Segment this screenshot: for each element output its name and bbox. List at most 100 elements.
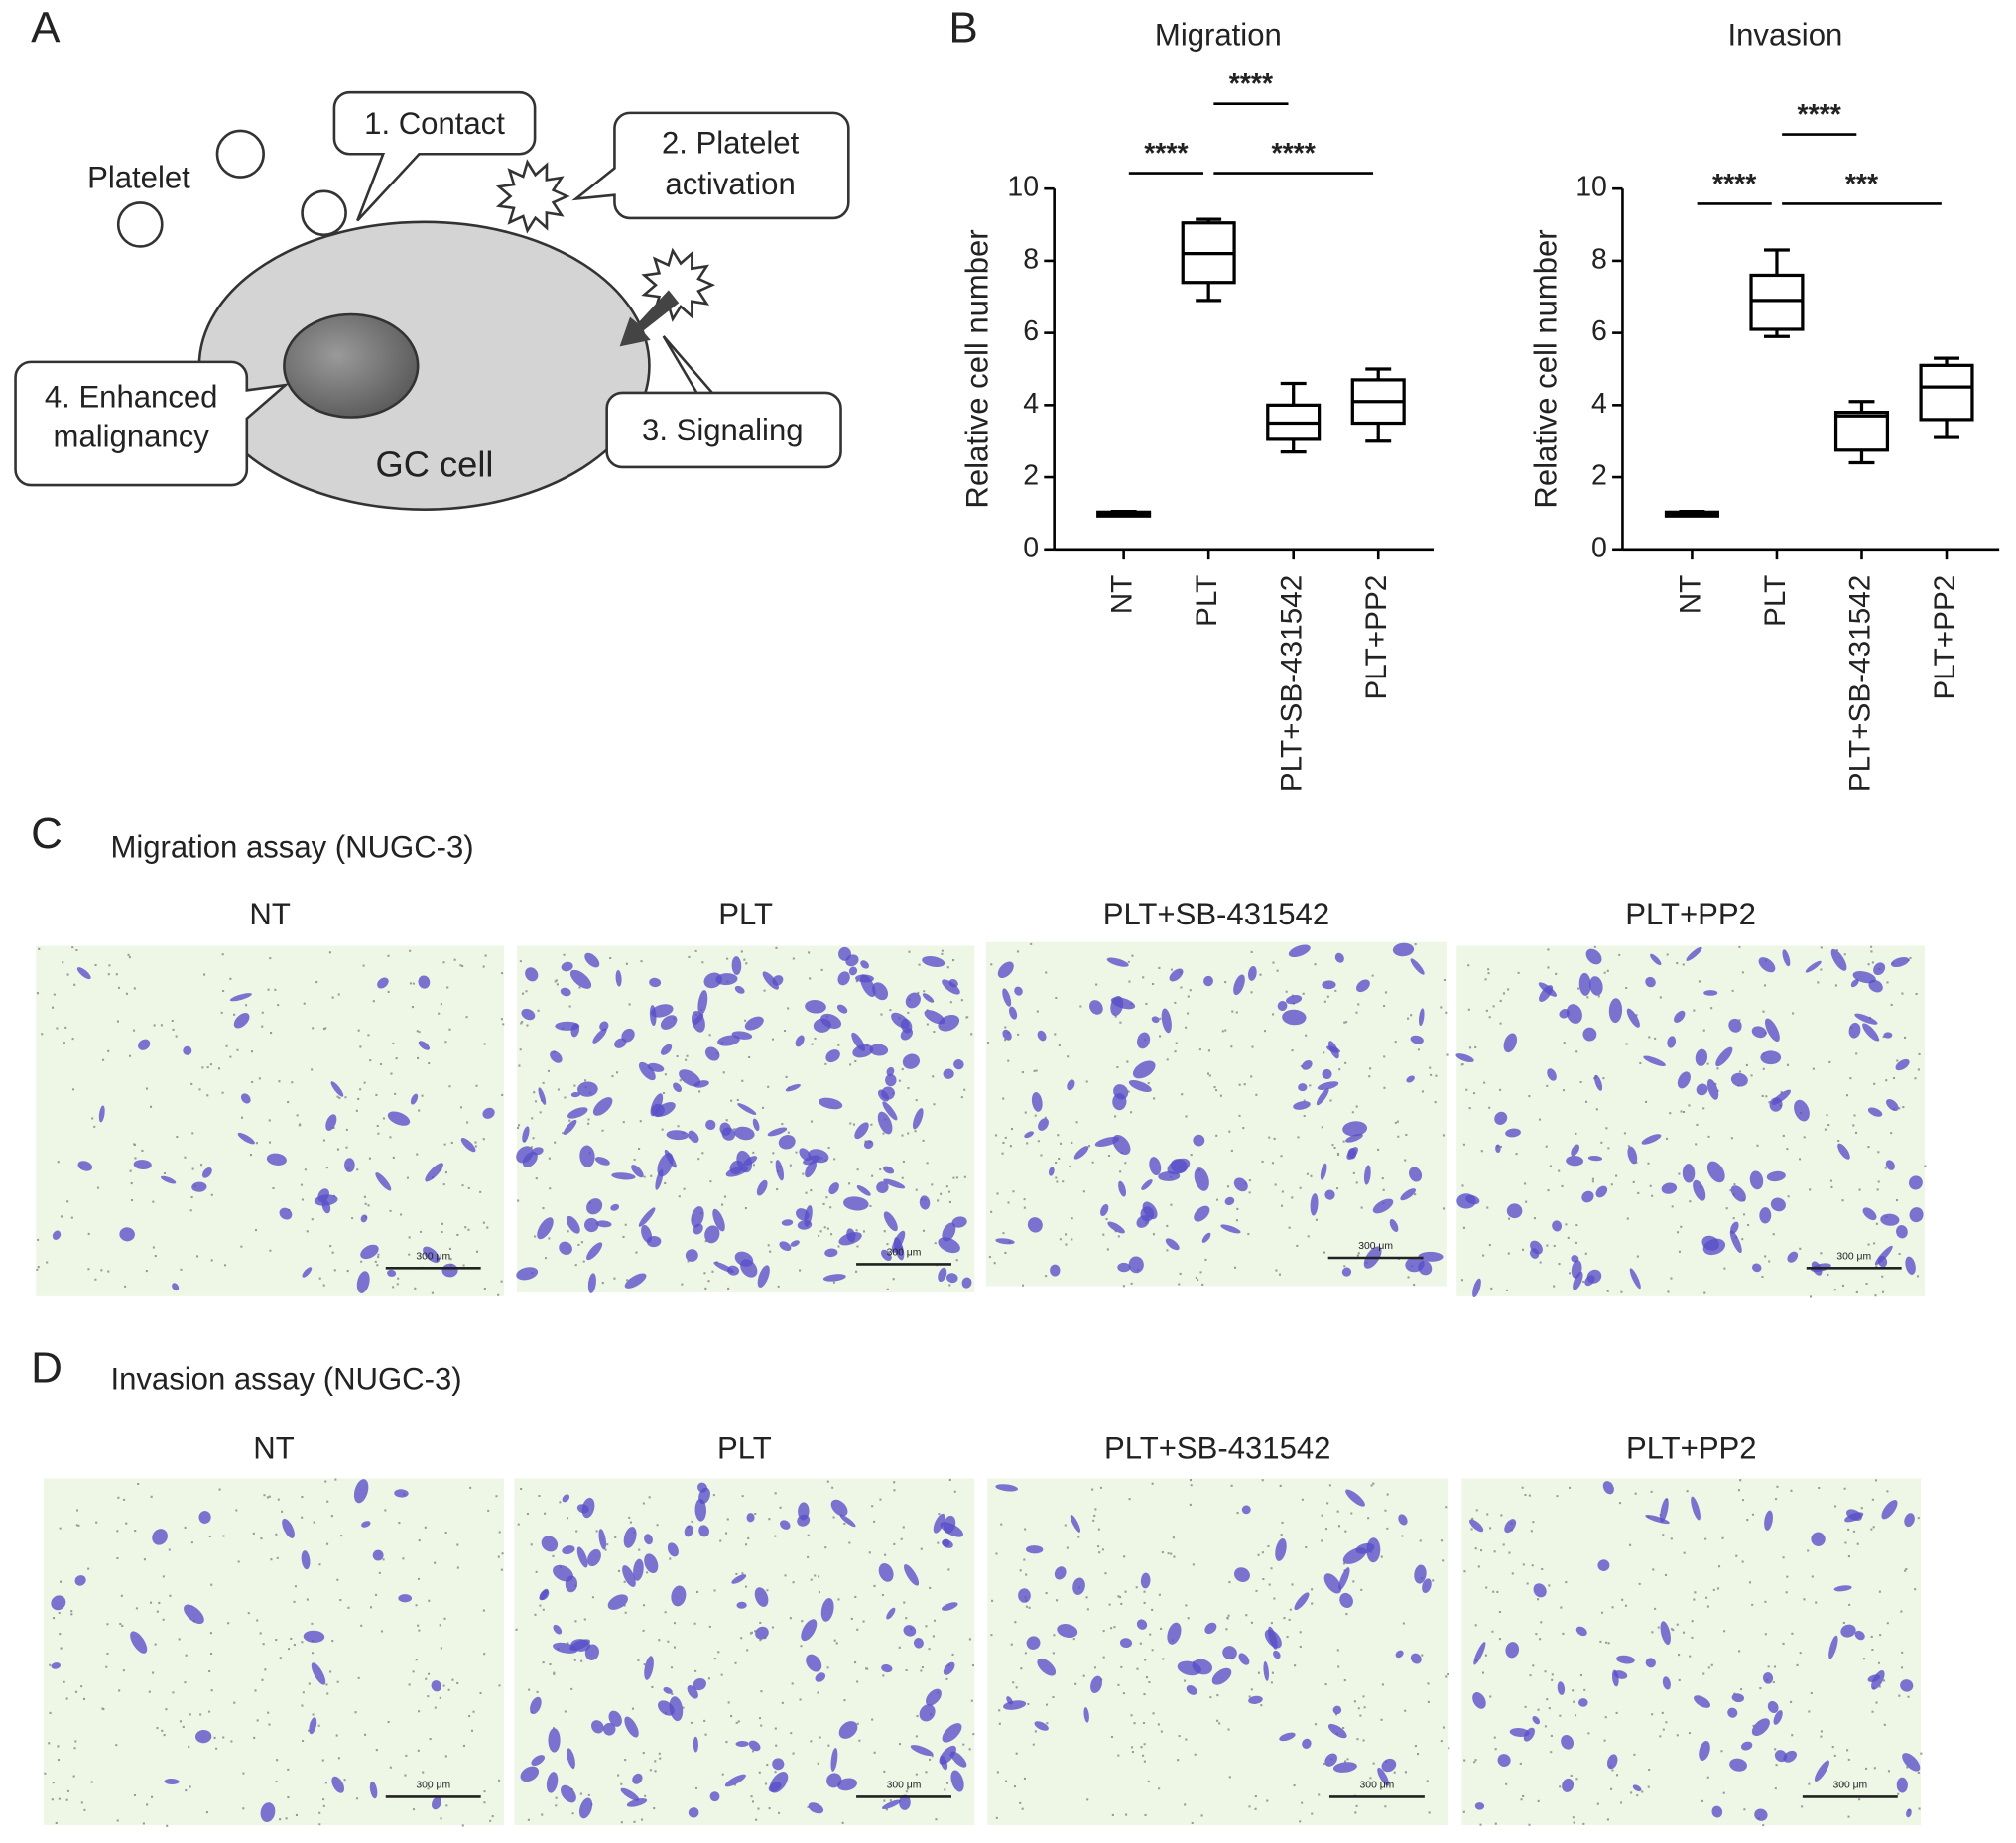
cell — [1220, 1224, 1241, 1234]
micrograph-title: PLT+PP2 — [1625, 897, 1756, 931]
cell — [779, 1241, 792, 1252]
cell — [815, 1672, 826, 1682]
cell — [562, 1494, 570, 1503]
cell — [1877, 1255, 1888, 1268]
cell — [1465, 1194, 1480, 1205]
cell — [1294, 1592, 1310, 1611]
cell — [418, 1041, 431, 1050]
cell — [697, 990, 708, 1016]
cell — [757, 1265, 770, 1288]
cell — [98, 1105, 105, 1123]
cell — [1117, 1262, 1131, 1273]
cell — [1867, 1107, 1883, 1117]
cell — [1881, 1500, 1898, 1520]
cell — [667, 1542, 679, 1557]
y-tick-label: 4 — [1023, 388, 1039, 420]
cell — [926, 1688, 942, 1706]
cell — [1050, 1264, 1061, 1277]
cell — [942, 1602, 958, 1611]
cell — [1169, 968, 1184, 982]
cell — [1320, 1163, 1327, 1180]
cell — [1277, 1000, 1288, 1012]
cell — [746, 1513, 755, 1523]
cell — [591, 1720, 604, 1734]
cell — [644, 1656, 654, 1680]
cell — [881, 1663, 893, 1673]
cell — [1883, 1032, 1893, 1039]
cell — [693, 1223, 703, 1235]
cell — [1136, 1215, 1150, 1228]
cell — [1566, 1004, 1582, 1024]
cell — [742, 1156, 758, 1167]
cell — [1904, 1513, 1915, 1528]
cell — [229, 993, 252, 1002]
cell — [883, 1166, 895, 1174]
cell — [577, 1081, 598, 1097]
cell — [1561, 1734, 1575, 1750]
cell — [1149, 1157, 1162, 1176]
cell — [161, 1175, 177, 1184]
cell — [795, 1035, 805, 1047]
micrograph-title: PLT+SB-431542 — [1104, 1430, 1330, 1465]
cell — [330, 1081, 344, 1097]
cell — [1814, 1760, 1829, 1782]
y-tick-label: 4 — [1591, 388, 1607, 420]
cell — [1233, 1177, 1248, 1192]
cell — [1339, 1592, 1353, 1609]
cell — [839, 1514, 856, 1528]
cell — [778, 1135, 796, 1150]
cell — [1473, 1642, 1486, 1665]
cell — [1505, 1128, 1521, 1138]
micrograph-title: NT — [253, 1430, 294, 1465]
significance-label: *** — [1845, 169, 1879, 200]
cell — [938, 1267, 947, 1283]
cell — [198, 1511, 211, 1524]
cell — [886, 1066, 895, 1076]
cell — [1204, 1622, 1217, 1635]
significance-label: **** — [1712, 169, 1757, 200]
x-tick-label: PLT+SB-431542 — [1276, 575, 1309, 793]
cell — [586, 1242, 603, 1261]
cell — [943, 1661, 955, 1675]
micrograph-background — [1461, 1478, 1922, 1825]
cell — [594, 1157, 610, 1166]
cell — [1787, 1251, 1799, 1263]
cell — [804, 1205, 813, 1227]
cell — [1867, 1674, 1881, 1682]
cell — [877, 1089, 890, 1102]
cell — [1400, 1188, 1416, 1201]
cell — [755, 1626, 769, 1640]
cell — [632, 1773, 643, 1784]
cell — [1504, 1519, 1517, 1534]
cell — [138, 1039, 151, 1050]
panel-label: C — [31, 809, 63, 858]
cell — [1575, 1626, 1587, 1637]
cell — [1027, 1217, 1043, 1233]
cell — [1132, 1060, 1156, 1079]
cell — [530, 1696, 542, 1715]
cell — [1263, 1660, 1270, 1681]
y-axis-label: Relative cell number — [1528, 229, 1563, 508]
cell — [744, 1016, 764, 1031]
cell — [1762, 1672, 1774, 1684]
cell — [1752, 1263, 1762, 1273]
cell — [553, 1564, 573, 1582]
chart-title: Invasion — [1727, 18, 1842, 53]
cell — [731, 1574, 747, 1584]
cell — [644, 1553, 659, 1574]
cell — [698, 1525, 710, 1537]
cell — [369, 1781, 378, 1799]
cell — [1770, 1197, 1786, 1212]
cell — [693, 1677, 706, 1691]
cell — [202, 1167, 212, 1178]
cell — [1850, 979, 1859, 988]
cell — [1310, 1193, 1319, 1216]
cell — [1890, 956, 1910, 968]
micrograph: 300 μm — [514, 1478, 975, 1825]
cell — [1241, 1505, 1251, 1515]
cell — [1557, 1681, 1566, 1695]
cell — [1696, 1083, 1708, 1096]
panel-label: B — [948, 4, 977, 53]
cell — [1248, 1695, 1263, 1704]
cell — [622, 1565, 636, 1587]
